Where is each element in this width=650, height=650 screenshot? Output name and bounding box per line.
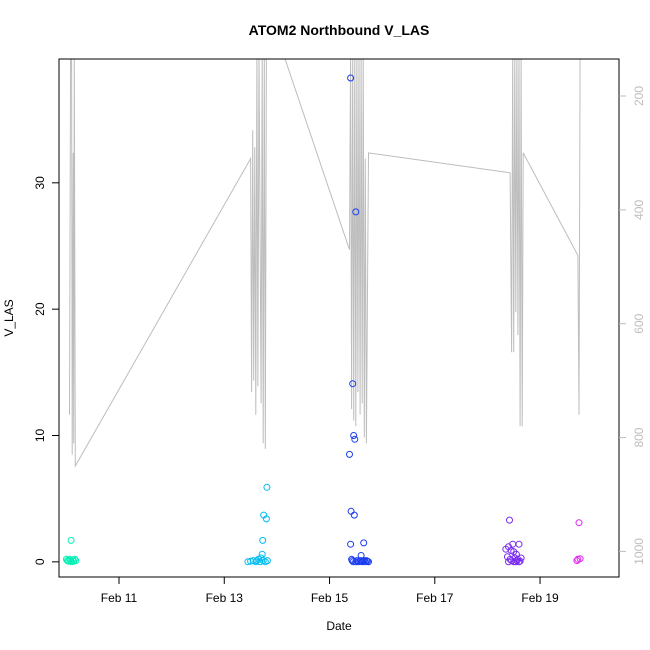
x-tick-label: Feb 15 bbox=[311, 591, 349, 605]
data-point bbox=[515, 540, 523, 548]
data-point bbox=[351, 435, 359, 443]
data-point bbox=[352, 208, 360, 216]
data-point bbox=[517, 554, 525, 562]
data-point bbox=[67, 536, 75, 544]
y-axis: 0 10 20 30 bbox=[33, 176, 59, 565]
x-axis: Feb 11 Feb 13 Feb 15 Feb 17 Feb 19 bbox=[101, 577, 559, 605]
points-layer bbox=[62, 74, 584, 566]
data-point bbox=[347, 74, 355, 82]
y-tick-label: 30 bbox=[33, 176, 47, 190]
data-point bbox=[516, 557, 524, 565]
secondary-y-axis: 200 400 600 800 1000 bbox=[619, 86, 646, 565]
y-tick-label: 20 bbox=[33, 302, 47, 316]
y-tick-label: 10 bbox=[33, 429, 47, 443]
data-point bbox=[350, 432, 358, 439]
y2-tick-label: 400 bbox=[632, 200, 646, 220]
data-point bbox=[263, 557, 271, 565]
data-point bbox=[360, 557, 368, 565]
data-point bbox=[575, 519, 583, 527]
y2-tick-label: 600 bbox=[632, 313, 646, 333]
data-point bbox=[72, 557, 80, 565]
x-tick-label: Feb 17 bbox=[416, 591, 454, 605]
secondary-line-layer bbox=[69, 59, 581, 468]
data-point bbox=[347, 540, 355, 548]
data-point bbox=[346, 450, 353, 458]
data-point bbox=[348, 557, 356, 565]
data-point bbox=[365, 558, 372, 566]
x-tick-label: Feb 19 bbox=[521, 591, 559, 605]
data-point bbox=[263, 483, 271, 491]
chart-title: ATOM2 Northbound V_LAS bbox=[249, 22, 430, 38]
data-point bbox=[259, 536, 267, 544]
y-tick-label: 0 bbox=[33, 558, 47, 565]
x-tick-label: Feb 13 bbox=[206, 591, 244, 605]
data-point bbox=[258, 550, 266, 558]
data-point bbox=[350, 511, 358, 519]
data-point bbox=[256, 558, 264, 566]
data-point bbox=[262, 515, 270, 523]
y2-tick-label: 1000 bbox=[632, 538, 646, 565]
y-axis-label: V_LAS bbox=[2, 299, 16, 336]
data-point bbox=[506, 516, 513, 524]
data-point bbox=[576, 555, 584, 563]
data-point bbox=[244, 558, 252, 566]
x-axis-label: Date bbox=[326, 619, 352, 633]
data-point bbox=[349, 380, 357, 388]
data-point bbox=[71, 555, 79, 563]
x-tick-label: Feb 11 bbox=[101, 591, 138, 605]
y2-tick-label: 800 bbox=[632, 427, 646, 447]
secondary-series-line bbox=[69, 59, 581, 468]
y2-tick-label: 200 bbox=[632, 86, 646, 106]
data-point bbox=[360, 539, 368, 547]
plot-frame bbox=[58, 58, 620, 578]
data-point bbox=[347, 507, 355, 515]
data-point bbox=[349, 558, 357, 566]
